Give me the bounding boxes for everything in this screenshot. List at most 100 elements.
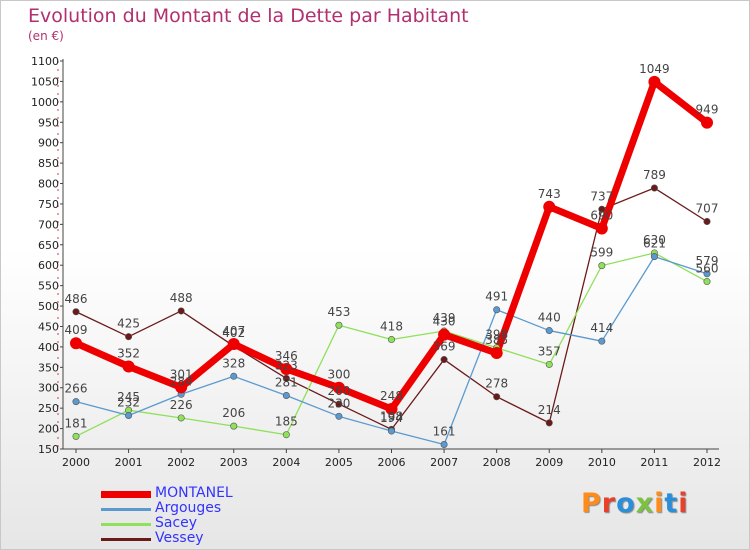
proxiti-logo: Proxiti bbox=[581, 488, 689, 519]
data-label: 491 bbox=[485, 290, 508, 304]
y-tick-label: 1100 bbox=[31, 55, 59, 68]
legend-item: Vessey bbox=[101, 530, 341, 546]
data-point bbox=[282, 391, 290, 399]
x-tick-label: 2000 bbox=[62, 456, 90, 469]
data-label: 430 bbox=[433, 315, 456, 329]
x-tick-label: 2001 bbox=[115, 456, 143, 469]
data-label: 346 bbox=[275, 349, 298, 363]
data-point bbox=[598, 337, 606, 345]
data-label: 300 bbox=[327, 368, 350, 382]
data-point bbox=[490, 347, 503, 360]
x-tick-label: 2012 bbox=[693, 456, 721, 469]
y-tick-label: 500 bbox=[38, 300, 59, 313]
x-tick-label: 2009 bbox=[535, 456, 563, 469]
data-label: 245 bbox=[117, 390, 140, 404]
x-tick-label: 2003 bbox=[220, 456, 248, 469]
data-label: 418 bbox=[380, 320, 403, 334]
data-label: 425 bbox=[117, 317, 140, 331]
y-tick-label: 400 bbox=[38, 341, 59, 354]
chart-data-labels: 486 425 488 402 323 260 198 369 278 214 737 789 707 1… bbox=[65, 62, 719, 439]
data-point bbox=[650, 184, 658, 192]
data-label: 599 bbox=[590, 246, 613, 260]
legend-item: Argouges bbox=[101, 500, 341, 516]
data-point bbox=[545, 419, 553, 427]
y-tick-label: 950 bbox=[38, 116, 59, 129]
x-tick-label: 2011 bbox=[640, 456, 668, 469]
y-tick-label: 1000 bbox=[31, 96, 59, 109]
y-tick-label: 300 bbox=[38, 382, 59, 395]
legend-label: MONTANEL bbox=[155, 485, 233, 501]
data-label: 181 bbox=[65, 416, 88, 430]
y-tick-label: 650 bbox=[38, 239, 59, 252]
data-label: 194 bbox=[380, 411, 403, 425]
data-label: 1049 bbox=[639, 62, 670, 76]
data-label: 743 bbox=[538, 187, 561, 201]
data-label: 453 bbox=[327, 305, 350, 319]
y-tick-label: 600 bbox=[38, 259, 59, 272]
x-tick-label: 2005 bbox=[325, 456, 353, 469]
data-point bbox=[122, 360, 135, 373]
data-label: 301 bbox=[170, 367, 193, 381]
data-point bbox=[703, 218, 711, 226]
data-label: 690 bbox=[590, 208, 613, 222]
y-tick-label: 850 bbox=[38, 157, 59, 170]
logo-letter: i bbox=[654, 488, 665, 519]
y-tick-label: 200 bbox=[38, 423, 59, 436]
logo-letter: o bbox=[616, 488, 636, 519]
y-tick-label: 800 bbox=[38, 178, 59, 191]
data-point bbox=[440, 356, 448, 364]
data-point bbox=[493, 306, 501, 314]
data-point bbox=[70, 337, 82, 350]
data-point bbox=[543, 200, 556, 213]
x-tick-label: 2002 bbox=[167, 456, 195, 469]
data-label: 357 bbox=[538, 344, 561, 358]
chart-axes: 150 200 250 300 350 400 450 500 550 600 650 700 750 8… bbox=[31, 55, 721, 469]
logo-letter: r bbox=[601, 488, 617, 519]
data-point bbox=[72, 308, 80, 316]
legend-swatch bbox=[101, 508, 151, 511]
data-point bbox=[385, 402, 398, 415]
data-label: 323 bbox=[275, 358, 298, 372]
data-point bbox=[280, 362, 293, 375]
y-tick-label: 350 bbox=[38, 361, 59, 374]
x-tick-label: 2008 bbox=[483, 456, 511, 469]
legend-label: Argouges bbox=[155, 500, 222, 516]
data-point bbox=[493, 393, 501, 401]
data-label: 737 bbox=[590, 189, 613, 203]
data-point bbox=[125, 412, 133, 420]
data-label: 185 bbox=[275, 415, 298, 429]
chart-title: Evolution du Montant de la Dette par Hab… bbox=[28, 5, 469, 27]
y-tick-label: 250 bbox=[38, 402, 59, 415]
chart-series-points bbox=[70, 75, 713, 449]
data-label: 278 bbox=[485, 377, 508, 391]
data-point bbox=[177, 307, 185, 315]
data-label: 266 bbox=[65, 382, 88, 396]
y-tick-label: 1050 bbox=[31, 75, 59, 88]
data-label: 328 bbox=[222, 356, 245, 370]
x-tick-label: 2006 bbox=[378, 456, 406, 469]
data-label: 226 bbox=[170, 398, 193, 412]
data-label: 230 bbox=[327, 396, 350, 410]
legend-swatch bbox=[101, 491, 151, 498]
logo-letter: P bbox=[581, 488, 602, 519]
data-label: 369 bbox=[433, 340, 456, 354]
data-point bbox=[648, 75, 661, 88]
data-label: 488 bbox=[170, 291, 193, 305]
data-label: 707 bbox=[696, 202, 719, 216]
x-tick-label: 2010 bbox=[588, 456, 616, 469]
data-label: 949 bbox=[696, 103, 719, 117]
legend-swatch bbox=[101, 538, 151, 541]
data-point bbox=[335, 400, 343, 408]
data-point bbox=[703, 270, 711, 278]
data-point bbox=[282, 431, 290, 439]
data-point bbox=[387, 427, 395, 435]
data-label: 161 bbox=[433, 425, 456, 439]
data-label: 198 bbox=[380, 409, 403, 423]
y-tick-label: 450 bbox=[38, 320, 59, 333]
data-label: 789 bbox=[643, 168, 666, 182]
data-label: 560 bbox=[696, 262, 719, 276]
data-label: 402 bbox=[222, 326, 245, 340]
data-label: 248 bbox=[380, 389, 403, 403]
